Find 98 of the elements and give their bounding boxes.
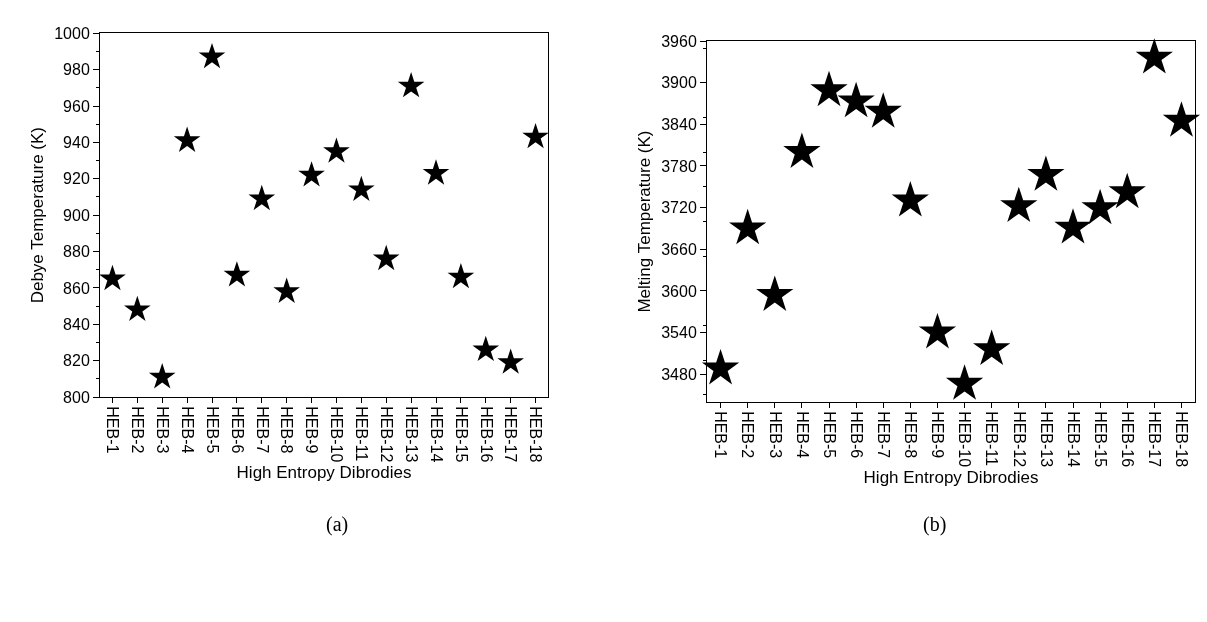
point bbox=[472, 335, 500, 362]
x-tick-label: HEB-3 bbox=[154, 406, 172, 454]
y-tick-label: 860 bbox=[63, 279, 90, 297]
point bbox=[973, 329, 1011, 366]
point bbox=[783, 132, 821, 168]
x-tick-label: HEB-10 bbox=[956, 411, 974, 468]
y-tick-label: 800 bbox=[63, 388, 90, 406]
point bbox=[729, 208, 767, 245]
x-axis-title: High Entropy Dibrodies bbox=[863, 467, 1039, 487]
point bbox=[273, 277, 300, 303]
point bbox=[891, 181, 929, 217]
x-tick-label: HEB-1 bbox=[104, 406, 122, 454]
y-tick-label: 920 bbox=[63, 170, 90, 188]
point bbox=[348, 175, 375, 202]
point bbox=[1054, 208, 1092, 244]
x-tick-label: HEB-13 bbox=[1037, 411, 1055, 468]
x-tick-label: HEB-14 bbox=[1064, 411, 1082, 468]
point bbox=[1000, 186, 1038, 223]
x-tick-label: HEB-15 bbox=[1091, 411, 1109, 468]
x-tick-label: HEB-18 bbox=[527, 406, 545, 463]
x-tick-label: HEB-18 bbox=[1173, 411, 1191, 468]
point bbox=[422, 159, 450, 185]
x-tick-label: HEB-12 bbox=[1010, 411, 1028, 468]
x-tick-label: HEB-3 bbox=[766, 411, 784, 459]
point bbox=[810, 70, 848, 107]
x-tick-label: HEB-6 bbox=[847, 411, 865, 459]
y-tick-label: 3600 bbox=[661, 282, 697, 300]
x-tick-label: HEB-4 bbox=[793, 411, 811, 459]
point bbox=[522, 122, 549, 149]
x-tick-label: HEB-2 bbox=[739, 411, 757, 459]
y-axis-title: Melting Temperature (K) bbox=[634, 130, 654, 313]
point bbox=[864, 92, 902, 128]
point bbox=[198, 42, 226, 69]
point bbox=[298, 161, 325, 187]
x-tick-label: HEB-10 bbox=[328, 406, 346, 463]
x-tick-label: HEB-7 bbox=[253, 406, 271, 454]
point bbox=[148, 363, 176, 389]
y-tick-label: 960 bbox=[63, 97, 90, 115]
point bbox=[323, 137, 350, 163]
y-tick-label: 3480 bbox=[661, 365, 697, 383]
y-tick-label: 3900 bbox=[661, 74, 697, 92]
point bbox=[497, 348, 524, 374]
y-tick-label: 3960 bbox=[661, 32, 697, 50]
x-tick-label: HEB-8 bbox=[902, 411, 920, 459]
point bbox=[447, 263, 475, 289]
point bbox=[173, 126, 201, 152]
point bbox=[223, 261, 251, 287]
y-tick-label: 1000 bbox=[54, 24, 90, 42]
point bbox=[1081, 188, 1119, 225]
point bbox=[124, 295, 151, 322]
x-tick-label: HEB-11 bbox=[983, 411, 1001, 467]
point bbox=[372, 244, 400, 271]
x-tick-label: HEB-9 bbox=[303, 406, 321, 454]
x-tick-label: HEB-4 bbox=[178, 406, 196, 454]
point bbox=[1135, 38, 1173, 74]
x-tick-label: HEB-11 bbox=[353, 406, 371, 462]
y-tick-label: 3780 bbox=[661, 157, 697, 175]
x-tick-label: HEB-1 bbox=[712, 411, 730, 459]
x-tick-label: HEB-7 bbox=[875, 411, 893, 459]
y-tick-label: 3540 bbox=[661, 324, 697, 342]
x-tick-label: HEB-14 bbox=[427, 406, 445, 463]
point bbox=[918, 312, 957, 349]
x-tick-label: HEB-2 bbox=[129, 406, 147, 454]
x-tick-label: HEB-5 bbox=[203, 406, 221, 454]
y-tick-label: 880 bbox=[63, 243, 90, 261]
x-tick-label: HEB-5 bbox=[820, 411, 838, 459]
point bbox=[1108, 172, 1146, 209]
point bbox=[1027, 155, 1065, 191]
y-tick-label: 980 bbox=[63, 61, 90, 79]
y-tick-label: 940 bbox=[63, 134, 90, 152]
point bbox=[397, 72, 425, 98]
y-tick-label: 3660 bbox=[661, 240, 697, 258]
point bbox=[756, 275, 794, 311]
x-tick-label: HEB-8 bbox=[278, 406, 296, 454]
x-axis-title: High Entropy Dibrodies bbox=[236, 462, 412, 482]
x-tick-label: HEB-15 bbox=[452, 406, 470, 463]
point bbox=[945, 364, 984, 400]
x-tick-label: HEB-9 bbox=[929, 411, 947, 459]
x-tick-label: HEB-16 bbox=[477, 406, 495, 463]
point bbox=[837, 81, 875, 118]
y-tick-label: 3840 bbox=[661, 115, 697, 133]
point bbox=[248, 184, 276, 211]
x-tick-label: HEB-6 bbox=[228, 406, 246, 454]
text: (b) bbox=[923, 513, 947, 536]
text: (a) bbox=[326, 513, 349, 536]
x-tick-label: HEB-13 bbox=[402, 406, 420, 463]
y-tick-label: 900 bbox=[63, 206, 90, 224]
x-tick-label: HEB-17 bbox=[1146, 411, 1164, 468]
point bbox=[99, 264, 126, 291]
y-tick-label: 840 bbox=[63, 315, 90, 333]
point bbox=[1162, 101, 1201, 137]
point bbox=[701, 349, 740, 385]
y-axis-title: Debye Temperature (K) bbox=[27, 126, 47, 304]
x-tick-label: HEB-17 bbox=[502, 406, 520, 463]
x-tick-label: HEB-12 bbox=[378, 406, 396, 463]
x-tick-label: HEB-16 bbox=[1119, 411, 1137, 468]
y-tick-label: 820 bbox=[63, 352, 90, 370]
y-tick-label: 3720 bbox=[661, 199, 697, 217]
